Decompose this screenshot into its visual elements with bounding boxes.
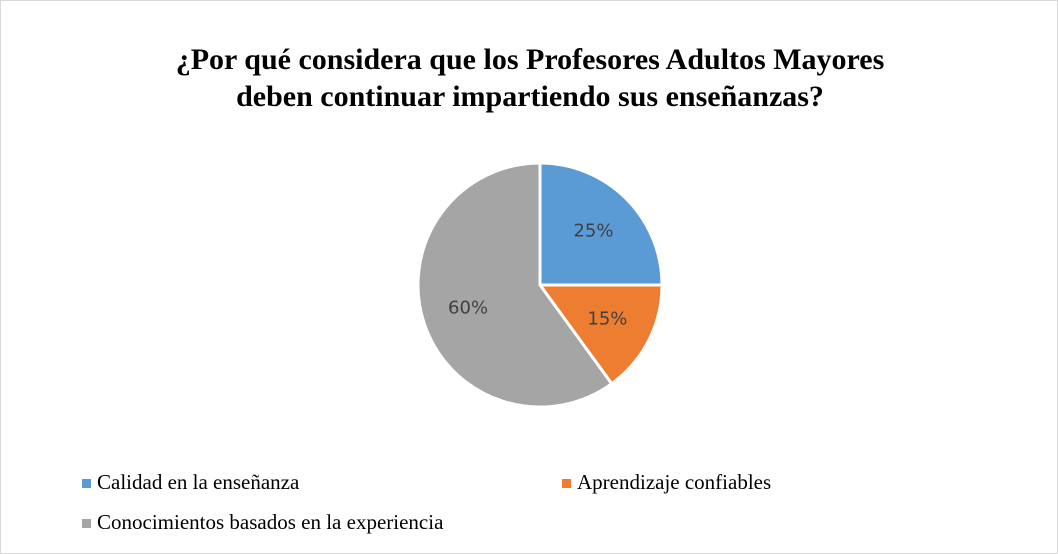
data-label: 15% [587,308,627,329]
legend-swatch [562,479,571,488]
chart-title: ¿Por qué considera que los Profesores Ad… [175,43,885,113]
pie-slice [538,161,664,287]
legend-swatch [82,479,91,488]
legend-label: Aprendizaje confiables [577,470,771,494]
legend-label: Calidad en la enseñanza [97,470,300,494]
data-label: 25% [573,221,613,242]
legend-swatch [82,519,91,528]
data-label: 60% [448,297,488,318]
pie-slice [416,161,614,409]
pie-slice [537,283,664,386]
legend-label: Conocimientos basados en la experiencia [97,510,444,534]
